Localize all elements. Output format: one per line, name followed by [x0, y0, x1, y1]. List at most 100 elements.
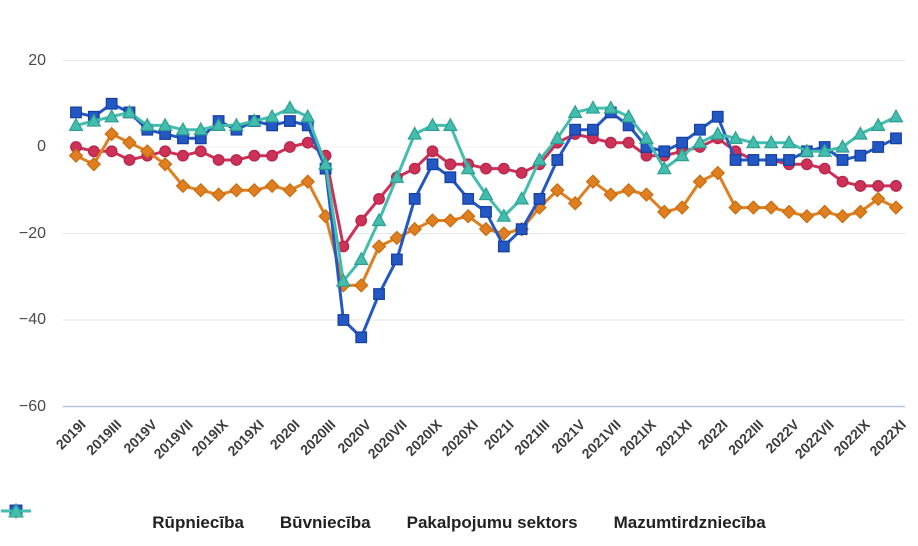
data-point-marker	[229, 117, 244, 131]
data-point-marker	[371, 212, 387, 227]
data-point-marker	[230, 154, 243, 166]
data-point-marker	[373, 288, 385, 300]
data-point-marker	[569, 123, 582, 136]
data-point-marker	[872, 180, 885, 192]
data-point-marker	[781, 204, 797, 220]
data-point-marker	[157, 117, 173, 131]
data-point-marker	[335, 273, 351, 287]
data-point-marker	[692, 134, 708, 149]
data-point-marker	[621, 183, 636, 198]
data-point-marker	[355, 214, 368, 227]
data-point-marker	[426, 145, 439, 158]
data-point-marker	[532, 152, 547, 166]
data-point-marker	[300, 174, 315, 189]
data-point-marker	[674, 147, 690, 162]
data-point-marker	[122, 104, 137, 118]
data-point-marker	[460, 208, 476, 224]
triangle-marker-icon	[1, 503, 31, 518]
data-point-marker	[480, 162, 492, 175]
data-point-marker	[373, 192, 385, 205]
data-point-marker	[68, 117, 84, 131]
data-point-marker	[229, 183, 244, 198]
y-axis-label: −40	[18, 311, 46, 328]
data-point-marker	[763, 200, 779, 215]
data-point-marker	[533, 193, 546, 205]
data-point-marker	[104, 108, 120, 123]
data-point-marker	[318, 156, 333, 170]
data-point-marker	[480, 205, 492, 218]
data-point-marker	[852, 126, 868, 140]
data-point-marker	[622, 136, 635, 149]
data-point-marker	[676, 136, 688, 149]
data-point-marker	[140, 144, 155, 159]
data-point-marker	[603, 187, 619, 202]
data-point-marker	[87, 145, 100, 158]
data-point-marker	[355, 331, 368, 344]
data-point-marker	[836, 175, 849, 188]
data-point-marker	[264, 178, 280, 194]
data-point-marker	[86, 113, 102, 127]
data-point-marker	[728, 130, 743, 144]
data-point-marker	[870, 117, 886, 131]
data-point-marker	[604, 136, 617, 149]
legend-item-rupnieciba[interactable]: Rūpniecība	[1, 504, 244, 533]
data-point-marker	[282, 183, 298, 198]
legend-item-mazumtirdznieciba[interactable]: Mazumtirdzniecība	[1, 503, 766, 533]
data-point-marker	[337, 314, 350, 326]
data-point-marker	[193, 183, 209, 198]
data-point-marker	[587, 123, 599, 136]
data-point-marker	[123, 154, 136, 166]
data-point-marker	[408, 193, 421, 205]
data-point-marker	[497, 162, 510, 175]
data-point-marker	[194, 145, 207, 158]
data-point-marker	[515, 223, 528, 236]
data-point-marker	[854, 180, 867, 192]
data-point-marker	[211, 117, 227, 131]
data-point-marker	[68, 148, 84, 163]
data-point-marker	[746, 200, 761, 215]
data-point-marker	[747, 154, 760, 166]
data-point-marker	[711, 110, 724, 123]
data-point-marker	[621, 108, 637, 123]
data-point-marker	[70, 106, 82, 119]
data-point-marker	[853, 204, 868, 220]
data-point-marker	[781, 134, 797, 149]
data-point-marker	[390, 253, 403, 266]
data-point-marker	[462, 193, 475, 205]
data-point-marker	[818, 162, 831, 175]
series-mazumtirdznieciba	[68, 100, 904, 287]
data-point-marker	[139, 117, 155, 131]
data-point-marker	[549, 130, 565, 144]
data-point-marker	[157, 157, 173, 172]
data-point-marker	[478, 221, 494, 237]
data-point-marker	[460, 160, 476, 175]
data-point-marker	[193, 121, 209, 136]
data-point-marker	[728, 200, 743, 215]
data-point-marker	[444, 171, 457, 184]
data-point-marker	[567, 104, 583, 118]
data-point-marker	[105, 145, 118, 158]
data-point-marker	[890, 180, 902, 192]
data-point-marker	[817, 143, 833, 157]
legend-item-pakalpojumu-sektors[interactable]: Pakalpojumu sektors	[1, 504, 578, 533]
data-point-marker	[765, 154, 778, 166]
data-point-marker	[854, 149, 867, 162]
data-point-marker	[301, 136, 314, 149]
data-point-marker	[603, 100, 619, 114]
data-point-marker	[890, 132, 902, 145]
data-point-marker	[246, 113, 262, 127]
data-point-marker	[104, 126, 119, 142]
data-point-marker	[478, 186, 494, 201]
legend-item-buvnieciba[interactable]: Būvniecība	[1, 503, 371, 533]
data-point-marker	[515, 167, 528, 179]
data-point-marker	[248, 149, 261, 162]
data-point-marker	[639, 130, 654, 144]
legend-label: Būvniecība	[279, 513, 371, 532]
legend-label: Mazumtirdzniecība	[613, 513, 766, 532]
y-axis-label: −20	[18, 224, 46, 242]
legend-label: Pakalpojumu sektors	[406, 513, 578, 532]
legend-label: Rūpniecība	[152, 513, 244, 532]
data-point-marker	[389, 169, 405, 183]
data-point-marker	[888, 200, 904, 215]
